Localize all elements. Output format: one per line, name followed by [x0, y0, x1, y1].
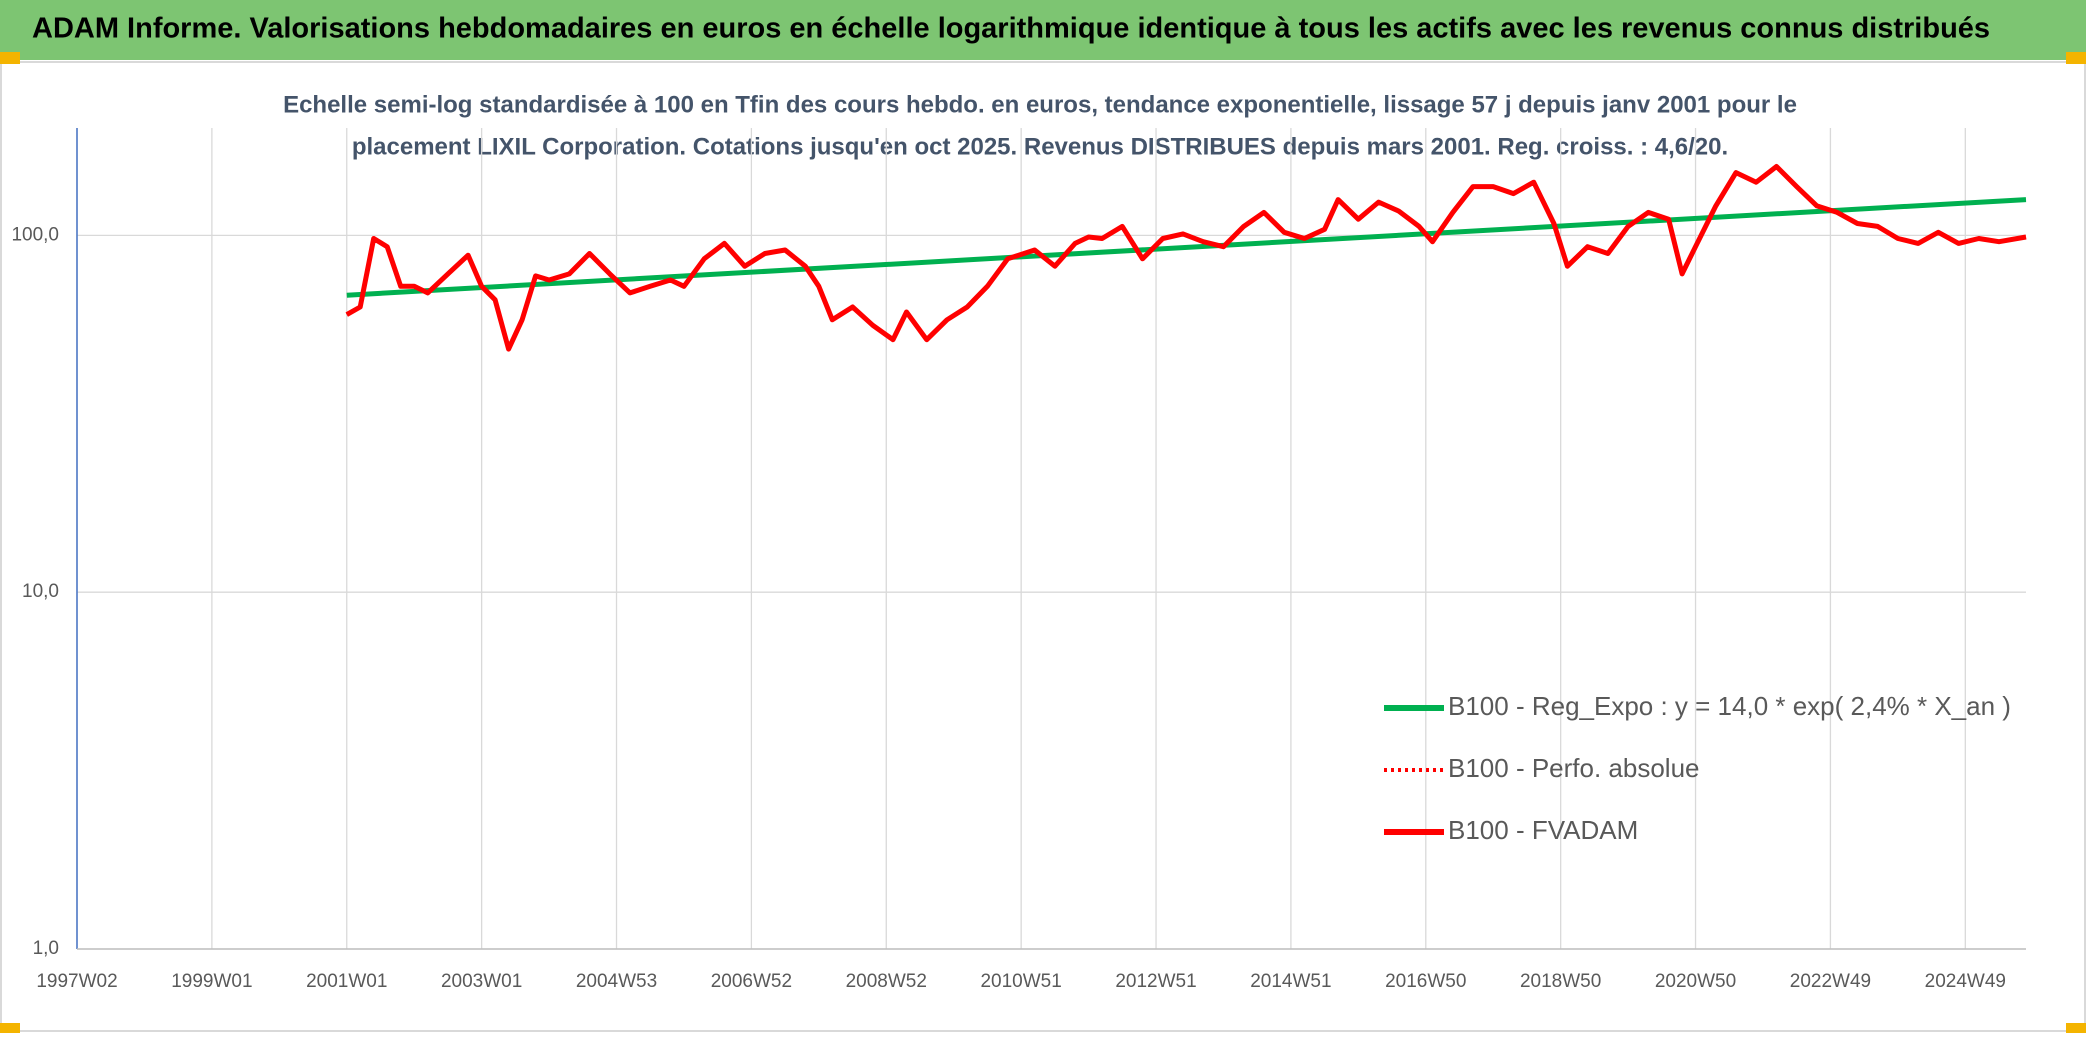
chart-subtitle: Echelle semi-log standardisée à 100 en T…: [283, 91, 1797, 118]
x-tick-label: 2022W49: [1790, 971, 1871, 992]
x-tick-label: 2018W50: [1520, 971, 1601, 992]
x-tick-label: 2020W50: [1655, 971, 1736, 992]
chart-title: ADAM Informe. Valorisations hebdomadaire…: [32, 13, 1990, 45]
corner-marker: [2066, 1023, 2086, 1033]
legend-label: B100 - Perfo. absolue: [1448, 753, 1700, 783]
corner-marker: [0, 52, 20, 64]
x-tick-label: 2003W01: [441, 971, 522, 992]
x-tick-label: 2024W49: [1925, 971, 2006, 992]
chart-frame: [0, 61, 2086, 1032]
x-tick-label: 2001W01: [306, 971, 387, 992]
plot: [345, 164, 2027, 352]
legend-label: B100 - FVADAM: [1448, 815, 1638, 845]
corner-marker: [0, 1023, 20, 1033]
x-tick-label: 2016W50: [1385, 971, 1466, 992]
y-tick-label: 10,0: [22, 581, 59, 602]
legend: B100 - Reg_Expo : y = 14,0 * exp( 2,4% *…: [1384, 691, 2011, 845]
x-tick-label: 1997W02: [36, 971, 117, 992]
y-tick-label: 1,0: [33, 938, 59, 959]
x-tick-label: 2010W51: [980, 971, 1061, 992]
x-tick-label: 2008W52: [846, 971, 927, 992]
corner-marker: [2066, 52, 2086, 64]
series-line: [345, 164, 2027, 352]
x-tick-label: 1999W01: [171, 971, 252, 992]
x-tick-label: 2004W53: [576, 971, 657, 992]
y-tick-label: 100,0: [11, 224, 59, 245]
x-tick-label: 2006W52: [711, 971, 792, 992]
x-tick-label: 2014W51: [1250, 971, 1331, 992]
chart-subtitle: placement LIXIL Corporation. Cotations j…: [352, 133, 1728, 160]
legend-label: B100 - Reg_Expo : y = 14,0 * exp( 2,4% *…: [1448, 691, 2011, 721]
header-bar: [0, 0, 2086, 60]
series-line: [346, 197, 2027, 298]
x-tick-label: 2012W51: [1115, 971, 1196, 992]
